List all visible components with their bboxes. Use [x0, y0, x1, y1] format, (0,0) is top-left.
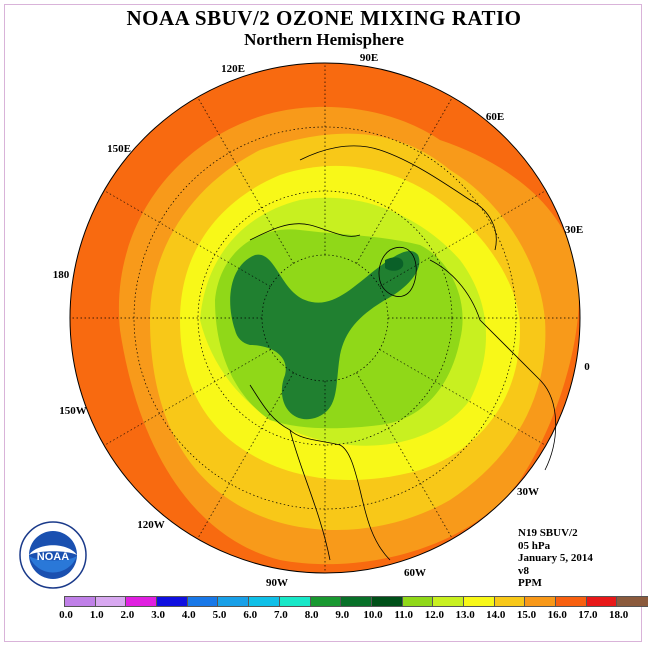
coastline-siberia [249, 223, 361, 241]
colorbar-tick-label: 17.0 [578, 609, 598, 621]
colorbar-swatch [525, 597, 556, 606]
logo-water [29, 556, 77, 573]
coastline-north-america [249, 384, 391, 561]
lon-label-150e: 150E [107, 143, 131, 155]
meridian-line [103, 349, 271, 446]
colorbar-tick-label: 3.0 [151, 609, 165, 621]
band-9 [385, 257, 404, 271]
graticule [70, 63, 580, 573]
colorbar-swatch [218, 597, 250, 606]
colorbar-swatch [249, 597, 280, 606]
colorbar-tick-label: 10.0 [363, 609, 383, 621]
colorbar-tick-label: 11.0 [394, 609, 414, 621]
colorbar-tick-label: 5.0 [212, 609, 227, 621]
info-date: January 5, 2014 [518, 552, 593, 564]
logo-text: NOAA [37, 551, 69, 563]
lon-label-60e: 60E [486, 111, 504, 123]
lon-label-120w: 120W [137, 519, 165, 531]
lon-label-150w: 150W [59, 405, 87, 417]
colorbar-ticks: 0.0 1.0 2.0 3.0 4.0 5.0 6.0 7.0 8.0 9.0 10.0 11.0 12… [0, 609, 648, 623]
meridian-line [197, 372, 294, 540]
lon-label-180: 180 [53, 269, 70, 281]
info-level: 05 hPa [518, 539, 551, 552]
colorbar-swatch [586, 597, 618, 606]
meridians [70, 63, 580, 573]
colorbar-tick-label: 9.0 [335, 609, 350, 621]
map-title: NOAA SBUV/2 OZONE MIXING RATIO [126, 6, 522, 30]
lon-label-120e: 120E [221, 63, 245, 75]
meridian-line [197, 96, 294, 264]
longitude-labels: 90E 60E 30E 0 30W 60W 90W 120W 150W 180 … [53, 52, 591, 589]
colorbar-swatch [279, 597, 311, 606]
colorbar-tick-label: 14.0 [486, 609, 506, 621]
colorbar-tick-label: 1.0 [89, 609, 104, 621]
colorbar-swatch [310, 597, 342, 606]
colorbar-tick-label: 0.0 [59, 609, 73, 621]
colorbar-tick-label: 6.0 [243, 609, 258, 621]
lon-label-30e: 30E [565, 224, 583, 236]
info-version: v8 [518, 564, 529, 577]
coastlines [249, 145, 557, 561]
meridian-line [103, 190, 271, 287]
colorbar-swatch [556, 597, 587, 606]
band-10 [230, 250, 420, 420]
colorbar-swatch [463, 597, 495, 606]
lon-label-0: 0 [584, 361, 590, 373]
colorbar-swatch [371, 597, 403, 606]
map-boundary [69, 62, 581, 574]
colorbar-swatch [617, 597, 648, 606]
info-units: PPM [518, 577, 542, 589]
colorbar-swatch [433, 597, 464, 606]
info-block: N19 SBUV/2 05 hPa January 5, 2014 v8 PPM [518, 527, 593, 590]
colorbar-swatch [402, 597, 434, 606]
colorbar-swatch [157, 597, 188, 606]
coastline-eurasia [299, 145, 557, 471]
colorbar [64, 596, 648, 607]
colorbar-swatch [494, 597, 526, 606]
meridian-line [379, 190, 547, 287]
colorbar-swatch [187, 597, 219, 606]
colorbar-tick-label: 13.0 [455, 609, 475, 621]
meridian-line [356, 96, 453, 264]
info-instrument: N19 SBUV/2 [518, 527, 578, 539]
colorbar-swatch [95, 597, 127, 606]
colorbar-tick-label: 8.0 [304, 609, 319, 621]
lon-label-90w: 90W [266, 577, 288, 589]
logo-bird [29, 545, 77, 555]
noaa-logo: NOAA [19, 521, 87, 589]
meridian-line [379, 349, 547, 446]
colorbar-tick-label: 18.0 [608, 609, 629, 621]
colorbar-tick-label: 2.0 [120, 609, 135, 621]
lon-label-90e: 90E [360, 52, 378, 64]
lon-label-30w: 30W [517, 486, 539, 498]
lon-label-60w: 60W [404, 567, 426, 579]
colorbar-swatch [126, 597, 158, 606]
coastline-greenland [378, 247, 417, 297]
figure-frame [4, 4, 642, 642]
map-subtitle: Northern Hemisphere [244, 30, 404, 49]
colorbar-tick-label: 16.0 [547, 609, 567, 621]
colorbar-swatch [65, 597, 96, 606]
colorbar-tick-label: 15.0 [516, 609, 537, 621]
meridian-line [356, 372, 453, 540]
colorbar-tick-label: 4.0 [181, 609, 196, 621]
colorbar-swatch [341, 597, 372, 606]
colorbar-tick-label: 12.0 [424, 609, 445, 621]
ozone-field [70, 63, 580, 573]
colorbar-tick-label: 7.0 [274, 609, 288, 621]
